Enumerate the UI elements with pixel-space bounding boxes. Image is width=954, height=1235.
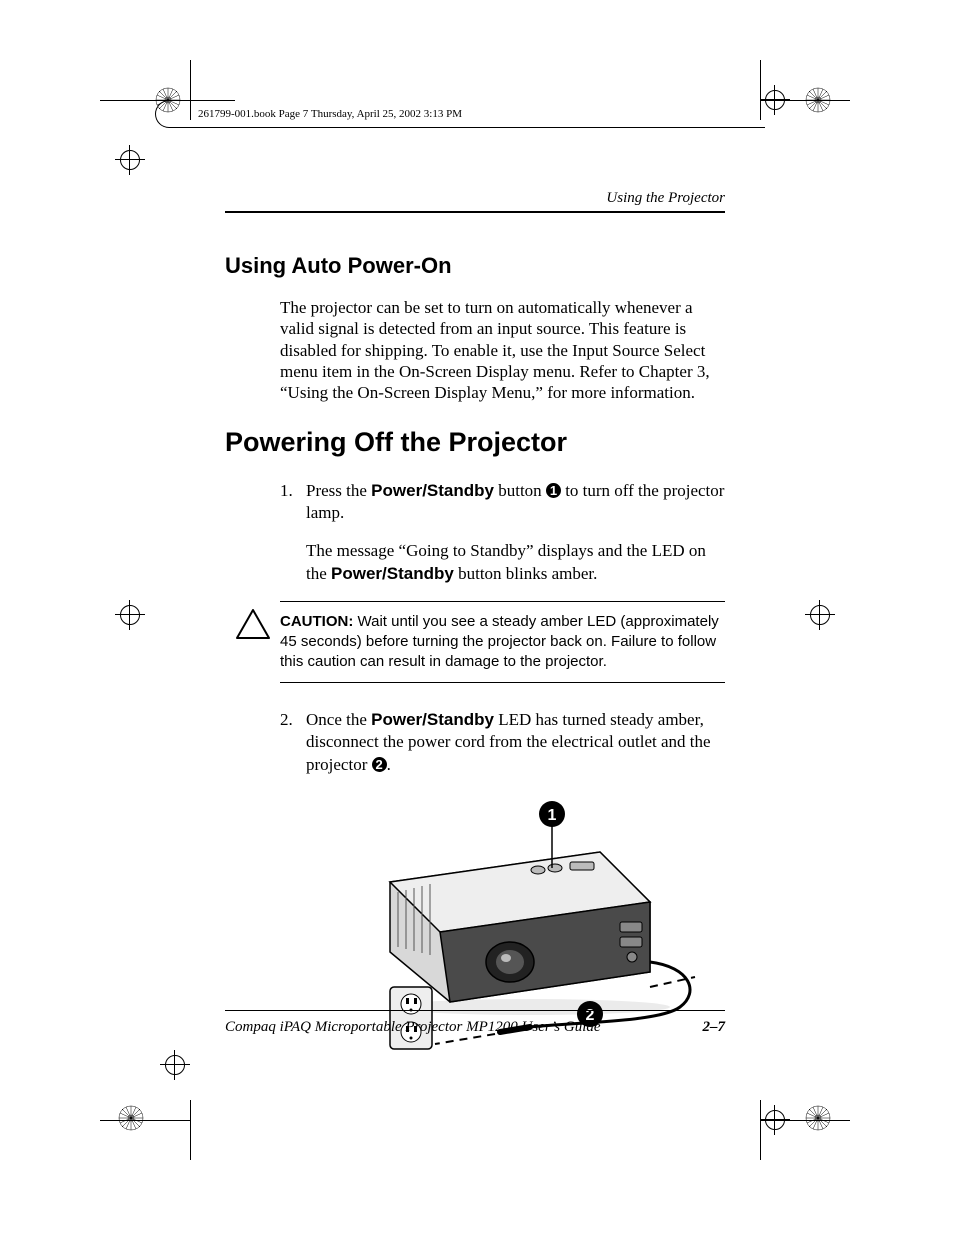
callout-1-label: 1	[548, 807, 557, 824]
caution-box: CAUTION: Wait until you see a steady amb…	[280, 601, 725, 684]
caution-label: CAUTION:	[280, 613, 353, 630]
header-rule	[225, 211, 725, 213]
registration-crosshair-icon	[760, 1105, 790, 1135]
footer-rule	[225, 1010, 725, 1011]
step-text: button blinks amber.	[454, 564, 598, 583]
step-subtext: The message “Going to Standby” displays …	[306, 540, 725, 584]
registration-crosshair-icon	[160, 1050, 190, 1080]
step-item: 2. Once the Power/Standby LED has turned…	[280, 709, 725, 775]
callout-ref-icon: 1	[546, 483, 561, 498]
callout-ref-icon: 2	[372, 757, 387, 772]
ui-label: Power/Standby	[371, 481, 494, 500]
caution-triangle-icon	[235, 608, 271, 640]
crop-line	[100, 1120, 190, 1121]
step-text: Press the	[306, 481, 371, 500]
step-text: Once the	[306, 710, 371, 729]
step-item: 1. Press the Power/Standby button 1 to t…	[280, 480, 725, 524]
ui-label: Power/Standby	[331, 564, 454, 583]
header-rule	[235, 127, 765, 128]
registration-crosshair-icon	[115, 145, 145, 175]
registration-crosshair-icon	[805, 600, 835, 630]
step-text: .	[387, 755, 391, 774]
section-heading: Powering Off the Projector	[225, 427, 725, 458]
step-number: 2.	[280, 709, 306, 775]
crop-line	[190, 1100, 191, 1160]
ui-label: Power/Standby	[371, 710, 494, 729]
footer-title: Compaq iPAQ Microportable Projector MP12…	[225, 1019, 601, 1036]
registration-crosshair-icon	[760, 85, 790, 115]
section-heading: Using Auto Power-On	[225, 253, 725, 279]
sunburst-icon	[118, 1105, 144, 1131]
step-text: button	[494, 481, 546, 500]
running-head: Using the Projector	[225, 190, 725, 207]
page-number: 2–7	[703, 1019, 726, 1036]
book-source-header: 261799-001.book Page 7 Thursday, April 2…	[198, 108, 462, 120]
sunburst-icon	[805, 87, 831, 113]
body-paragraph: The projector can be set to turn on auto…	[280, 297, 725, 403]
sunburst-icon	[805, 1105, 831, 1131]
step-number: 1.	[280, 480, 306, 524]
registration-crosshair-icon	[115, 600, 145, 630]
